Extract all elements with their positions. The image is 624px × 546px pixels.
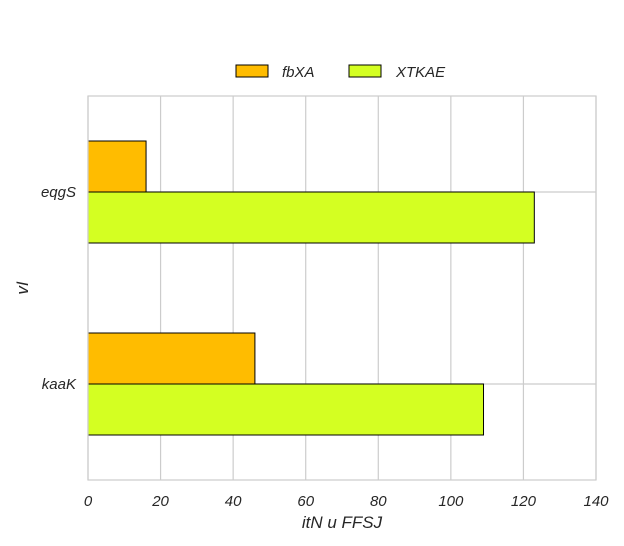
bar-fbXA-kaaK — [87, 332, 256, 385]
legend-swatch-XTKAE — [348, 64, 382, 78]
bar-fbXA-eqgS — [87, 140, 147, 193]
x-axis-title: itN u FFSJ — [302, 513, 383, 532]
legend-swatch-fbXA — [235, 64, 269, 78]
x-tick-labels: 0 20 40 60 80 100 120 140 — [84, 493, 609, 510]
legend-label-XTKAE: XTKAE — [395, 64, 446, 81]
y-category-label: kaaK — [42, 376, 77, 393]
legend-label-fbXA: fbXA — [282, 64, 315, 81]
x-tick-label: 60 — [297, 493, 314, 510]
y-category-labels: eqgS kaaK — [41, 184, 77, 393]
plot-frame — [87, 95, 597, 481]
x-tick-label: 120 — [511, 493, 537, 510]
y-category-label: eqgS — [41, 184, 76, 201]
x-tick-label: 20 — [151, 493, 169, 510]
x-tick-label: 0 — [84, 493, 93, 510]
x-tick-label: 140 — [583, 493, 609, 510]
bar-XTKAE-eqgS — [87, 191, 535, 244]
bars — [87, 140, 535, 436]
x-tick-label: 100 — [438, 493, 464, 510]
y-axis-title: vI — [13, 281, 32, 295]
x-tick-label: 80 — [370, 493, 387, 510]
bar-XTKAE-kaaK — [87, 383, 485, 436]
x-tick-label: 40 — [225, 493, 242, 510]
legend: fbXA XTKAE — [235, 64, 446, 81]
